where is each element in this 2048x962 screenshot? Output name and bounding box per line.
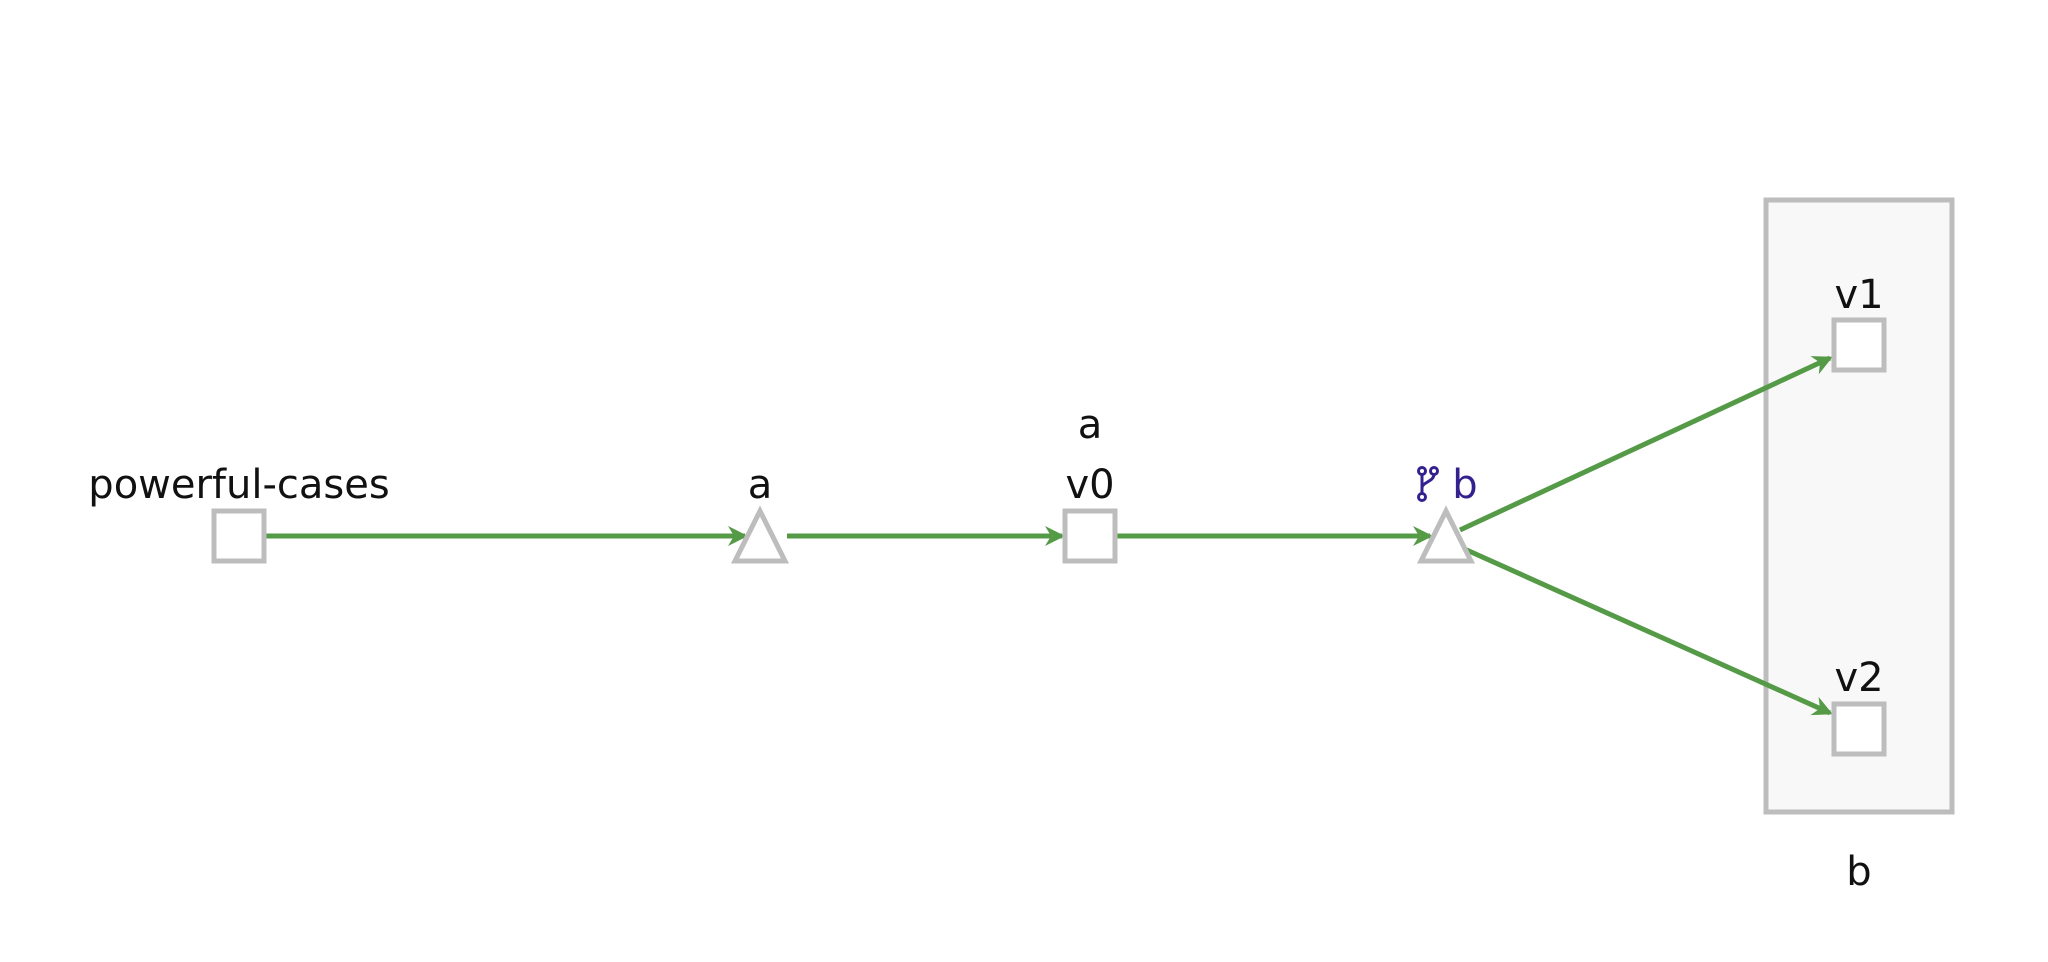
- node-label-v2: v2: [1834, 655, 1883, 701]
- node-v2[interactable]: [1831, 701, 1887, 757]
- node-powerful-cases[interactable]: [211, 508, 267, 564]
- node-label-v0: v0: [1065, 462, 1114, 508]
- node-label-powerful-cases: powerful-cases: [88, 462, 389, 508]
- edge-b-to-v1: [1458, 355, 1833, 533]
- node-label-a: a: [748, 462, 773, 508]
- node-v1[interactable]: [1831, 317, 1887, 373]
- node-a-step[interactable]: [730, 505, 790, 564]
- node-b-step[interactable]: [1416, 505, 1476, 564]
- node-group-label-v0: a: [1078, 402, 1103, 448]
- group-label-b: b: [1846, 849, 1871, 895]
- edge-b-to-v2: [1458, 544, 1833, 716]
- node-label-v1: v1: [1834, 272, 1883, 318]
- node-label-b: b: [1452, 462, 1477, 508]
- branch-icon: [1417, 466, 1439, 502]
- node-v0[interactable]: [1062, 508, 1118, 564]
